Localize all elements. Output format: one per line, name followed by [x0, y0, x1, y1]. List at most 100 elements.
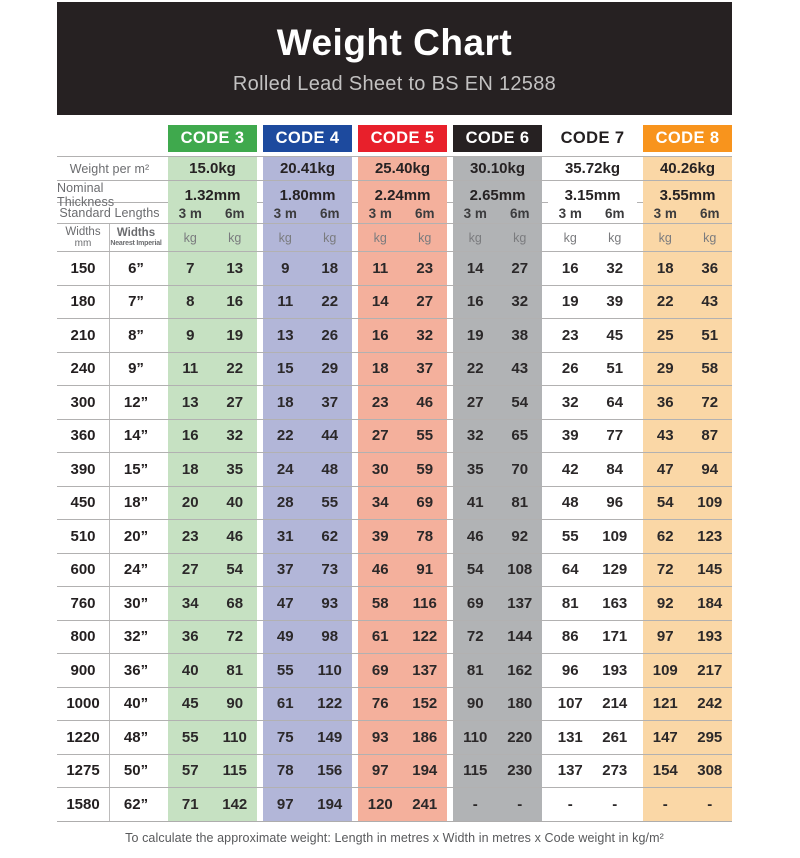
widths-header-row: Widths mm Widths Nearest Imperial kg kg kg kg kg… — [57, 223, 732, 251]
kg-value-cell: 16 — [453, 285, 498, 318]
kg-value-cell: 72 — [453, 620, 498, 653]
code-header: CODE 6 — [453, 125, 542, 152]
kg-value-cell: 93 — [307, 587, 352, 620]
weight-table: CODE 3 CODE 4 CODE 5 CODE 6 CODE 7 CODE 8 Weig… — [57, 125, 732, 822]
table-row: 800 32” 36 72 49 98 61 122 72 144 86 171 97 193 — [57, 619, 732, 653]
table-row: 450 18” 20 40 28 55 34 69 41 81 48 96 54 109 — [57, 485, 732, 519]
kg-value-cell: 32 — [212, 419, 257, 452]
kg-value-cell: 65 — [497, 419, 542, 452]
kg-value-cell: 78 — [263, 754, 308, 787]
kg-value-cell: 122 — [307, 687, 352, 720]
length-cell: 3 m — [263, 203, 308, 223]
table-row: 210 8” 9 19 13 26 16 32 19 38 23 45 25 51 — [57, 318, 732, 352]
kg-unit-cell: kg — [687, 224, 732, 251]
kg-value-cell: 22 — [263, 419, 308, 452]
kg-unit-cell: kg — [497, 224, 542, 251]
kg-value-cell: 72 — [687, 386, 732, 419]
kg-value-cell: 214 — [592, 687, 637, 720]
kg-value-cell: 27 — [168, 553, 213, 586]
kg-value-cell: 171 — [592, 620, 637, 653]
kg-value-cell: 109 — [643, 654, 688, 687]
kg-value-cell: 78 — [402, 520, 447, 553]
kg-value-cell: 96 — [548, 654, 593, 687]
kg-value-cell: 295 — [687, 721, 732, 754]
kg-value-cell: 163 — [592, 587, 637, 620]
kg-value-cell: 69 — [358, 654, 403, 687]
length-cell: 6m — [497, 203, 542, 223]
kg-value-cell: 22 — [453, 352, 498, 385]
kg-value-cell: 19 — [548, 285, 593, 318]
kg-value-cell: 28 — [263, 486, 308, 519]
kg-value-cell: 129 — [592, 553, 637, 586]
length-cell: 6m — [592, 203, 637, 223]
width-imperial-cell: 40” — [109, 687, 162, 720]
kg-value-cell: 41 — [453, 486, 498, 519]
kg-value-cell: 32 — [402, 319, 447, 352]
kg-value-cell: 23 — [402, 252, 447, 285]
length-cell: 3 m — [453, 203, 498, 223]
kg-value-cell: 115 — [212, 754, 257, 787]
table-row: 360 14” 16 32 22 44 27 55 32 65 39 77 43 87 — [57, 418, 732, 452]
kg-value-cell: 54 — [497, 386, 542, 419]
kg-value-cell: 27 — [453, 386, 498, 419]
kg-value-cell: 46 — [402, 386, 447, 419]
kg-value-cell: 29 — [643, 352, 688, 385]
kg-value-cell: 25 — [643, 319, 688, 352]
kg-value-cell: 145 — [687, 553, 732, 586]
kg-value-cell: 22 — [307, 285, 352, 318]
code-header: CODE 4 — [263, 125, 352, 152]
kg-value-cell: 47 — [263, 587, 308, 620]
width-imperial-cell: 20” — [109, 520, 162, 553]
kg-value-cell: 26 — [307, 319, 352, 352]
width-imperial-cell: 15” — [109, 453, 162, 486]
kg-value-cell: 35 — [453, 453, 498, 486]
width-imperial-cell: 8” — [109, 319, 162, 352]
kg-value-cell: 27 — [212, 386, 257, 419]
kg-value-cell: 35 — [212, 453, 257, 486]
table-row: 300 12” 13 27 18 37 23 46 27 54 32 64 36 72 — [57, 385, 732, 419]
kg-value-cell: 13 — [168, 386, 213, 419]
kg-value-cell: 68 — [212, 587, 257, 620]
kg-value-cell: 92 — [497, 520, 542, 553]
kg-value-cell: 39 — [358, 520, 403, 553]
width-imperial-cell: 6” — [109, 252, 162, 285]
kg-value-cell: 54 — [643, 486, 688, 519]
table-row: 150 6” 7 13 9 18 11 23 14 27 16 32 18 36 — [57, 251, 732, 285]
kg-value-cell: 194 — [307, 788, 352, 821]
width-imperial-cell: 36” — [109, 654, 162, 687]
width-mm-cell: 600 — [70, 561, 96, 579]
kg-value-cell: 193 — [592, 654, 637, 687]
kg-value-cell: 98 — [307, 620, 352, 653]
kg-value-cell: 123 — [687, 520, 732, 553]
kg-value-cell: 149 — [307, 721, 352, 754]
widths-imperial-label: Widths — [116, 227, 156, 240]
kg-value-cell: 144 — [497, 620, 542, 653]
kg-value-cell: 19 — [453, 319, 498, 352]
kg-value-cell: 81 — [548, 587, 593, 620]
width-imperial-cell: 14” — [109, 419, 162, 452]
kg-value-cell: 55 — [307, 486, 352, 519]
kg-value-cell: 90 — [212, 687, 257, 720]
kg-value-cell: 84 — [592, 453, 637, 486]
kg-unit-cell: kg — [453, 224, 498, 251]
page-subtitle: Rolled Lead Sheet to BS EN 12588 — [232, 72, 557, 95]
kg-value-cell: 87 — [687, 419, 732, 452]
kg-value-cell: 180 — [497, 687, 542, 720]
kg-value-cell: 194 — [402, 754, 447, 787]
kg-value-cell: 64 — [548, 553, 593, 586]
kg-value-cell: 23 — [358, 386, 403, 419]
kg-value-cell: 13 — [263, 319, 308, 352]
kg-value-cell: 44 — [307, 419, 352, 452]
kg-value-cell: 110 — [307, 654, 352, 687]
kg-value-cell: 32 — [453, 419, 498, 452]
kg-value-cell: 109 — [687, 486, 732, 519]
kg-value-cell: 32 — [548, 386, 593, 419]
kg-value-cell: 137 — [402, 654, 447, 687]
width-imperial-cell: 48” — [109, 721, 162, 754]
kg-value-cell: 220 — [497, 721, 542, 754]
kg-value-cell: 47 — [643, 453, 688, 486]
kg-value-cell: 58 — [358, 587, 403, 620]
kg-value-cell: 142 — [212, 788, 257, 821]
kg-value-cell: 27 — [402, 285, 447, 318]
